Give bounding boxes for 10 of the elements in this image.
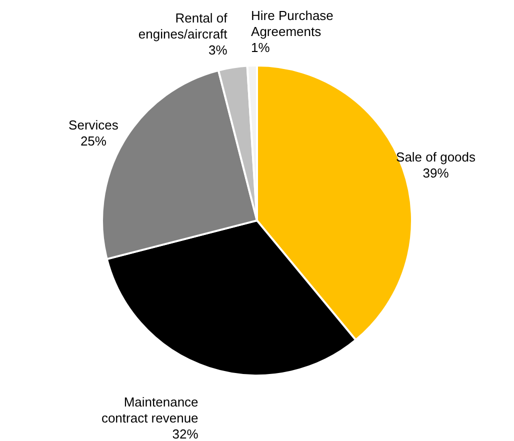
slice-label: Services — [68, 117, 119, 132]
data-label: 25% — [80, 133, 107, 148]
data-label: 1% — [251, 40, 270, 56]
data-label: 32% — [172, 426, 199, 441]
data-label: 39% — [422, 166, 450, 181]
slice-label: Rental of engines/aircraft — [138, 10, 228, 42]
slice-label: Hire Purchase Agreements — [251, 8, 334, 40]
data-label: 3% — [208, 42, 228, 58]
slice-label: Sale of goods — [396, 150, 476, 165]
slice-label: Maintenance contract revenue — [101, 394, 198, 426]
